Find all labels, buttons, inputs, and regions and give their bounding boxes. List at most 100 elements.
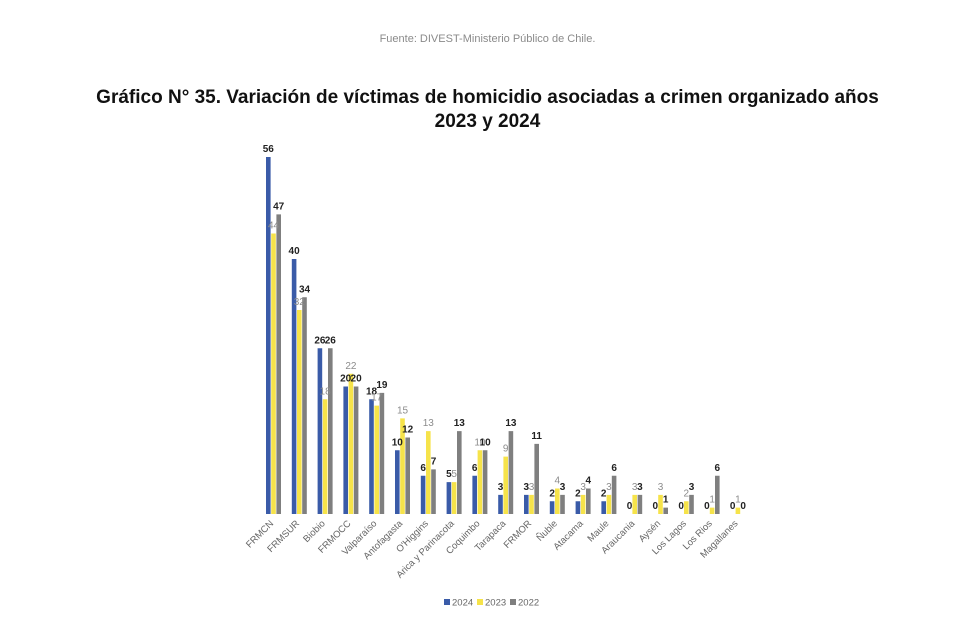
data-label-2023-9: 9 bbox=[503, 444, 509, 455]
bar-2023-16 bbox=[684, 501, 689, 514]
data-label-2024-0: 56 bbox=[263, 144, 275, 155]
bar-2022-13 bbox=[611, 475, 617, 514]
data-label-2024-18: 0 bbox=[730, 501, 736, 512]
bar-2023-2 bbox=[322, 399, 328, 514]
data-label-2023-8: 10 bbox=[474, 437, 486, 448]
data-label-2024-13: 2 bbox=[601, 488, 607, 499]
bar-2023-6 bbox=[426, 431, 431, 514]
bar-2024-5 bbox=[395, 450, 400, 514]
bar-2022-7 bbox=[457, 431, 462, 514]
bar-2023-10 bbox=[529, 494, 534, 514]
bar-2022-17 bbox=[715, 475, 720, 514]
data-label-2024-8: 6 bbox=[472, 463, 478, 474]
data-label-2023-5: 15 bbox=[397, 405, 409, 416]
bar-2023-18 bbox=[735, 507, 741, 514]
data-label-2024-2: 26 bbox=[314, 335, 326, 346]
data-label-2022-13: 6 bbox=[611, 463, 617, 474]
data-label-2024-6: 6 bbox=[420, 463, 426, 474]
data-label-2022-6: 7 bbox=[431, 456, 437, 467]
bar-2023-3 bbox=[348, 373, 354, 514]
data-label-2023-14: 3 bbox=[632, 482, 638, 493]
data-label-2022-12: 4 bbox=[586, 476, 592, 487]
data-label-2023-12: 3 bbox=[580, 482, 586, 493]
bar-2024-10 bbox=[524, 494, 529, 514]
bar-2024-8 bbox=[472, 475, 477, 514]
data-label-2022-11: 3 bbox=[560, 482, 566, 493]
data-label-2024-15: 0 bbox=[653, 501, 659, 512]
data-label-2022-17: 6 bbox=[715, 463, 721, 474]
data-label-2023-6: 13 bbox=[423, 418, 435, 429]
bar-2024-4 bbox=[369, 399, 374, 514]
data-label-2024-9: 3 bbox=[498, 482, 504, 493]
data-label-2023-15: 3 bbox=[658, 482, 664, 493]
bar-2023-13 bbox=[606, 494, 612, 514]
bar-2023-8 bbox=[477, 450, 483, 514]
legend-swatch-2022 bbox=[510, 599, 516, 605]
data-label-2022-10: 11 bbox=[531, 431, 542, 442]
bar-2024-11 bbox=[549, 501, 555, 514]
bar-2022-2 bbox=[328, 348, 333, 514]
data-label-2022-14: 3 bbox=[637, 482, 643, 493]
bar-2024-1 bbox=[291, 259, 297, 514]
chart-title-line1: Gráfico N° 35. Variación de víctimas de … bbox=[96, 87, 879, 108]
chart-title: Gráfico N° 35. Variación de víctimas de … bbox=[0, 86, 975, 134]
data-label-2023-13: 3 bbox=[606, 482, 612, 493]
bar-2022-15 bbox=[663, 507, 668, 514]
bar-2023-14 bbox=[632, 494, 637, 514]
bar-2023-4 bbox=[374, 405, 379, 514]
data-label-2024-16: 0 bbox=[678, 501, 684, 512]
bar-2023-0 bbox=[271, 233, 276, 514]
bars-group bbox=[266, 157, 741, 514]
data-label-2022-5: 12 bbox=[402, 425, 414, 436]
data-label-2022-9: 13 bbox=[505, 418, 517, 429]
bar-2023-12 bbox=[580, 494, 586, 514]
bar-2023-11 bbox=[555, 488, 560, 514]
bar-2022-11 bbox=[560, 494, 565, 514]
data-label-2023-11: 4 bbox=[555, 476, 561, 487]
data-label-2023-17: 1 bbox=[709, 495, 715, 506]
data-label-2024-17: 0 bbox=[704, 501, 710, 512]
bar-2024-7 bbox=[446, 482, 452, 514]
legend-swatch-2023 bbox=[477, 599, 483, 605]
legend-label-2022: 2022 bbox=[518, 598, 539, 609]
data-label-2022-4: 19 bbox=[376, 380, 388, 391]
data-labels-group: 5644474032342618262022201817191015126137… bbox=[263, 144, 747, 512]
bar-2022-5 bbox=[405, 437, 410, 514]
data-label-2024-4: 18 bbox=[366, 386, 378, 397]
bar-2022-0 bbox=[276, 214, 281, 514]
data-label-2022-3: 20 bbox=[351, 374, 363, 385]
bar-2022-14 bbox=[637, 494, 643, 514]
bar-2023-15 bbox=[658, 494, 663, 514]
data-label-2023-1: 32 bbox=[294, 297, 306, 308]
bar-2024-6 bbox=[420, 475, 426, 514]
data-label-2024-1: 40 bbox=[289, 246, 301, 257]
chart-title-line2: 2023 y 2024 bbox=[434, 111, 541, 132]
data-label-2022-0: 47 bbox=[273, 201, 285, 212]
bar-2022-4 bbox=[379, 392, 385, 514]
data-label-2024-3: 20 bbox=[340, 374, 352, 385]
data-label-2022-1: 34 bbox=[299, 284, 311, 295]
data-label-2023-0: 44 bbox=[268, 221, 280, 232]
bar-2022-10 bbox=[534, 443, 539, 514]
data-label-2023-16: 2 bbox=[684, 488, 690, 499]
data-label-2024-12: 2 bbox=[575, 488, 581, 499]
data-label-2024-11: 2 bbox=[549, 488, 555, 499]
data-label-2024-7: 5 bbox=[446, 469, 452, 480]
data-label-2023-18: 1 bbox=[735, 495, 741, 506]
bar-2023-17 bbox=[709, 507, 715, 514]
data-label-2022-16: 3 bbox=[689, 482, 695, 493]
data-label-2023-3: 22 bbox=[345, 361, 357, 372]
data-label-2022-2: 26 bbox=[325, 335, 337, 346]
legend-label-2024: 2024 bbox=[452, 598, 473, 609]
data-label-2022-18: 0 bbox=[740, 501, 746, 512]
bar-2022-6 bbox=[431, 469, 436, 514]
legend-label-2023: 2023 bbox=[485, 598, 506, 609]
data-label-2022-15: 1 bbox=[663, 495, 669, 506]
bar-2024-12 bbox=[575, 501, 581, 514]
data-label-2024-5: 10 bbox=[392, 437, 404, 448]
bar-2023-9 bbox=[503, 456, 508, 514]
data-label-2023-4: 17 bbox=[371, 393, 383, 404]
bar-2023-7 bbox=[451, 482, 457, 514]
